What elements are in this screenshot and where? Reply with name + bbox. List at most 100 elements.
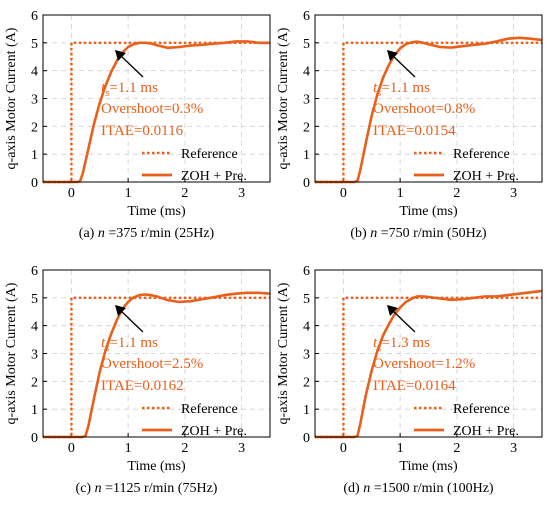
y-tick-label: 4	[303, 65, 310, 80]
y-tick-label: 6	[303, 9, 310, 24]
overshoot-label: Overshoot=0.8%	[373, 101, 475, 117]
annotation-arrow	[119, 309, 144, 333]
y-tick-label: 3	[303, 93, 310, 108]
settling-time-label: ts=1.1 ms	[373, 80, 430, 99]
annotation-arrow	[119, 54, 144, 78]
x-axis-label: Time (ms)	[127, 459, 186, 474]
y-axis-label: q-axis Motor Current (A)	[276, 27, 291, 169]
subplot-caption: (d) n =1500 r/min (100Hz)	[343, 481, 494, 496]
itae-label: ITAE=0.0116	[101, 123, 184, 139]
itae-label: ITAE=0.0154	[373, 123, 456, 139]
y-tick-label: 6	[31, 264, 38, 279]
plot-frame	[42, 269, 271, 438]
series-zoh-line	[315, 289, 543, 439]
y-tick-label: 6	[31, 9, 38, 24]
x-tick-label: 0	[68, 186, 75, 201]
y-tick-label: 1	[31, 148, 38, 163]
y-tick-label: 3	[303, 348, 310, 363]
itae-label: ITAE=0.0164	[373, 378, 456, 394]
legend-reference-label: Reference	[181, 402, 238, 417]
x-tick-label: 1	[125, 186, 132, 201]
x-tick-label: 3	[510, 441, 517, 456]
y-tick-label: 2	[303, 120, 310, 135]
x-axis-label: Time (ms)	[399, 459, 458, 474]
x-axis-label: Time (ms)	[127, 204, 186, 219]
y-tick-label: 5	[303, 292, 310, 307]
y-tick-label: 1	[303, 403, 310, 418]
plot-frame	[314, 269, 543, 438]
subplot-caption: (a) n =375 r/min (25Hz)	[79, 226, 215, 241]
y-tick-label: 0	[303, 431, 310, 446]
overshoot-label: Overshoot=2.5%	[101, 356, 203, 372]
chart-panel: 0 1 2 3 0 1 2 3 4 5 6 ts=1.3 ms Overshoot=1.2% ITAE=0…	[276, 264, 543, 496]
y-tick-label: 4	[303, 320, 310, 335]
y-axis-label: q-axis Motor Current (A)	[4, 27, 19, 169]
y-tick-label: 0	[31, 176, 38, 191]
y-tick-label: 0	[31, 431, 38, 446]
y-tick-label: 4	[31, 320, 38, 335]
y-tick-label: 1	[303, 148, 310, 163]
y-tick-label: 0	[303, 176, 310, 191]
chart-panel: 0 1 2 3 0 1 2 3 4 5 6 ts=1.1 ms Overshoot=0.8% ITAE=0…	[276, 9, 543, 241]
legend-zoh-label: ZOH + Pre.	[453, 424, 519, 439]
y-tick-label: 3	[31, 348, 38, 363]
x-tick-label: 2	[453, 186, 460, 201]
chart-panel: 0 1 2 3 0 1 2 3 4 5 6 ts=1.1 ms Overshoot=2.5% ITAE=0…	[4, 264, 271, 496]
y-tick-label: 4	[31, 65, 38, 80]
legend-zoh-label: ZOH + Pre.	[181, 169, 247, 184]
y-axis-label: q-axis Motor Current (A)	[276, 282, 291, 424]
annotation-arrowhead	[387, 50, 398, 61]
y-tick-label: 5	[303, 37, 310, 52]
legend-zoh-label: ZOH + Pre.	[181, 424, 247, 439]
x-tick-label: 2	[453, 441, 460, 456]
x-tick-label: 2	[181, 186, 188, 201]
y-tick-label: 2	[31, 375, 38, 390]
series-reference-line	[43, 296, 270, 439]
subplot-caption: (b) n =750 r/min (50Hz)	[350, 226, 487, 241]
x-tick-label: 3	[238, 441, 245, 456]
series-reference-line	[43, 41, 270, 184]
y-tick-label: 5	[31, 292, 38, 307]
x-tick-label: 0	[68, 441, 75, 456]
x-tick-label: 3	[238, 186, 245, 201]
overshoot-label: Overshoot=0.3%	[101, 101, 203, 117]
subplot-caption: (c) n =1125 r/min (75Hz)	[76, 481, 218, 496]
series-zoh-line	[315, 36, 543, 184]
settling-time-label: ts=1.1 ms	[101, 335, 158, 354]
annotation-arrowhead	[387, 305, 398, 316]
annotation-arrowhead	[115, 305, 126, 316]
y-tick-label: 5	[31, 37, 38, 52]
plot-frame	[314, 14, 543, 183]
settling-time-label: ts=1.1 ms	[101, 80, 158, 99]
y-tick-label: 2	[303, 375, 310, 390]
annotation-arrow	[391, 309, 416, 333]
y-tick-label: 2	[31, 120, 38, 135]
y-tick-label: 1	[31, 403, 38, 418]
itae-label: ITAE=0.0162	[101, 378, 184, 394]
legend-reference-label: Reference	[453, 402, 510, 417]
x-tick-label: 0	[340, 441, 347, 456]
x-tick-label: 0	[340, 186, 347, 201]
chart-panel: 0 1 2 3 0 1 2 3 4 5 6 ts=1.1 ms Overshoot=0.3% ITAE=0…	[4, 9, 271, 241]
x-tick-label: 1	[125, 441, 132, 456]
x-tick-label: 1	[397, 186, 404, 201]
series-zoh-line	[43, 40, 270, 184]
y-tick-label: 6	[303, 264, 310, 279]
series-zoh-line	[43, 291, 271, 439]
legend-reference-label: Reference	[181, 147, 238, 162]
y-axis-label: q-axis Motor Current (A)	[4, 282, 19, 424]
x-tick-label: 3	[510, 186, 517, 201]
plot-frame	[42, 14, 271, 183]
legend-zoh-label: ZOH + Pre.	[453, 169, 519, 184]
overshoot-label: Overshoot=1.2%	[373, 356, 475, 372]
y-tick-label: 3	[31, 93, 38, 108]
annotation-arrowhead	[115, 50, 126, 61]
legend-reference-label: Reference	[453, 147, 510, 162]
x-tick-label: 2	[181, 441, 188, 456]
annotation-arrow	[391, 54, 416, 78]
settling-time-label: ts=1.3 ms	[373, 335, 430, 354]
x-axis-label: Time (ms)	[399, 204, 458, 219]
series-reference-line	[315, 41, 542, 184]
x-tick-label: 1	[397, 441, 404, 456]
